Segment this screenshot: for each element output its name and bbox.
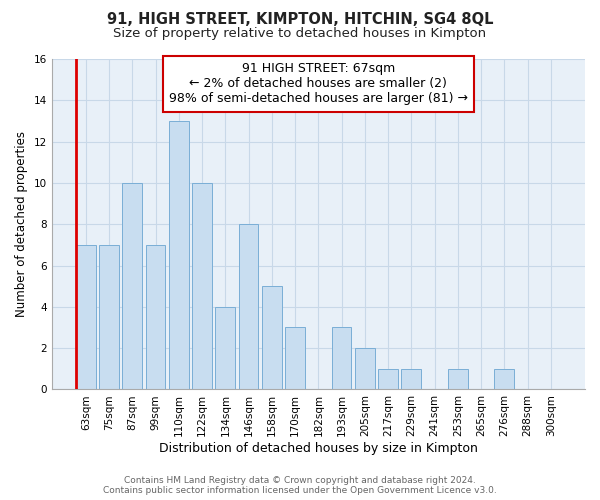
- Bar: [401, 369, 421, 390]
- Bar: [99, 245, 119, 390]
- Bar: [192, 183, 212, 390]
- Bar: [262, 286, 282, 390]
- Text: 91 HIGH STREET: 67sqm
← 2% of detached houses are smaller (2)
98% of semi-detach: 91 HIGH STREET: 67sqm ← 2% of detached h…: [169, 62, 468, 106]
- Text: Size of property relative to detached houses in Kimpton: Size of property relative to detached ho…: [113, 28, 487, 40]
- Text: 91, HIGH STREET, KIMPTON, HITCHIN, SG4 8QL: 91, HIGH STREET, KIMPTON, HITCHIN, SG4 8…: [107, 12, 493, 28]
- Bar: [76, 245, 95, 390]
- Bar: [494, 369, 514, 390]
- Bar: [355, 348, 375, 390]
- Text: Contains HM Land Registry data © Crown copyright and database right 2024.
Contai: Contains HM Land Registry data © Crown c…: [103, 476, 497, 495]
- Bar: [378, 369, 398, 390]
- Bar: [169, 121, 188, 390]
- X-axis label: Distribution of detached houses by size in Kimpton: Distribution of detached houses by size …: [159, 442, 478, 455]
- Bar: [285, 328, 305, 390]
- Bar: [239, 224, 259, 390]
- Bar: [448, 369, 468, 390]
- Bar: [122, 183, 142, 390]
- Y-axis label: Number of detached properties: Number of detached properties: [15, 131, 28, 317]
- Bar: [146, 245, 166, 390]
- Bar: [332, 328, 352, 390]
- Bar: [215, 307, 235, 390]
